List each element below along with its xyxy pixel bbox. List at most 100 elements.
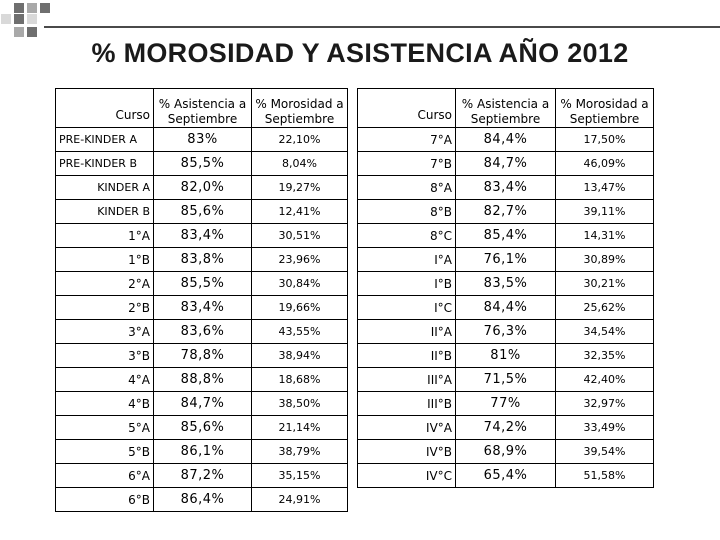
- table-row: 6°B 86,4% 24,91%: [55, 487, 348, 512]
- cell-curso: 5°B: [55, 439, 154, 464]
- cell-asistencia: 82,7%: [455, 199, 556, 224]
- cell-asistencia: 86,4%: [153, 487, 252, 512]
- decor-square: [14, 27, 24, 37]
- cell-morosidad: 43,55%: [251, 319, 348, 344]
- cell-asistencia: 82,0%: [153, 175, 252, 200]
- cell-asistencia: 84,7%: [455, 151, 556, 176]
- cell-asistencia: 84,4%: [455, 127, 556, 152]
- cell-asistencia: 83%: [153, 127, 252, 152]
- decor-square: [14, 3, 24, 13]
- cell-morosidad: 30,84%: [251, 271, 348, 296]
- cell-morosidad: 34,54%: [555, 319, 654, 344]
- cell-morosidad: 46,09%: [555, 151, 654, 176]
- table-row: PRE-KINDER B 85,5% 8,04%: [55, 151, 348, 176]
- cell-curso: 2°B: [55, 295, 154, 320]
- cell-curso: PRE-KINDER B: [55, 151, 154, 176]
- cell-morosidad: 42,40%: [555, 367, 654, 392]
- cell-curso: PRE-KINDER A: [55, 127, 154, 152]
- cell-asistencia: 85,5%: [153, 271, 252, 296]
- decor-square: [27, 27, 37, 37]
- table-row: 4°B 84,7% 38,50%: [55, 391, 348, 416]
- decor-square: [14, 14, 24, 24]
- cell-asistencia: 76,3%: [455, 319, 556, 344]
- cell-asistencia: 76,1%: [455, 247, 556, 272]
- table-row: 7°B 84,7% 46,09%: [357, 151, 654, 176]
- cell-asistencia: 83,4%: [153, 295, 252, 320]
- cell-morosidad: 14,31%: [555, 223, 654, 248]
- cell-morosidad: 51,58%: [555, 463, 654, 488]
- cell-morosidad: 32,35%: [555, 343, 654, 368]
- cell-curso: 3°B: [55, 343, 154, 368]
- table-row: 8°B 82,7% 39,11%: [357, 199, 654, 224]
- table-row: 2°B 83,4% 19,66%: [55, 295, 348, 320]
- cell-morosidad: 30,89%: [555, 247, 654, 272]
- cell-curso: IV°A: [357, 415, 456, 440]
- right-table: Curso % Asistencia a Septiembre % Morosid…: [357, 88, 654, 488]
- cell-asistencia: 77%: [455, 391, 556, 416]
- table-row: KINDER B 85,6% 12,41%: [55, 199, 348, 224]
- table-row: 1°B 83,8% 23,96%: [55, 247, 348, 272]
- cell-asistencia: 85,4%: [455, 223, 556, 248]
- cell-morosidad: 23,96%: [251, 247, 348, 272]
- cell-curso: I°C: [357, 295, 456, 320]
- table-row: IV°B 68,9% 39,54%: [357, 439, 654, 464]
- table-row: 1°A 83,4% 30,51%: [55, 223, 348, 248]
- table-row: 8°A 83,4% 13,47%: [357, 175, 654, 200]
- table-row: KINDER A 82,0% 19,27%: [55, 175, 348, 200]
- cell-morosidad: 19,66%: [251, 295, 348, 320]
- table-row: IV°A 74,2% 33,49%: [357, 415, 654, 440]
- cell-curso: 4°B: [55, 391, 154, 416]
- table-row: 5°A 85,6% 21,14%: [55, 415, 348, 440]
- cell-asistencia: 83,8%: [153, 247, 252, 272]
- cell-morosidad: 35,15%: [251, 463, 348, 488]
- header-rule: [44, 26, 720, 28]
- cell-asistencia: 85,6%: [153, 415, 252, 440]
- cell-morosidad: 39,11%: [555, 199, 654, 224]
- left-table-header: Curso % Asistencia a Septiembre % Morosid…: [55, 88, 348, 128]
- cell-morosidad: 38,50%: [251, 391, 348, 416]
- cell-morosidad: 19,27%: [251, 175, 348, 200]
- table-row: 2°A 85,5% 30,84%: [55, 271, 348, 296]
- table-row: 3°A 83,6% 43,55%: [55, 319, 348, 344]
- cell-asistencia: 88,8%: [153, 367, 252, 392]
- cell-curso: 5°A: [55, 415, 154, 440]
- decor-square: [27, 3, 37, 13]
- table-row: 3°B 78,8% 38,94%: [55, 343, 348, 368]
- cell-curso: 8°C: [357, 223, 456, 248]
- table-row: I°C 84,4% 25,62%: [357, 295, 654, 320]
- cell-morosidad: 24,91%: [251, 487, 348, 512]
- cell-curso: III°A: [357, 367, 456, 392]
- cell-asistencia: 71,5%: [455, 367, 556, 392]
- cell-curso: I°B: [357, 271, 456, 296]
- table-row: II°B 81% 32,35%: [357, 343, 654, 368]
- cell-asistencia: 87,2%: [153, 463, 252, 488]
- cell-morosidad: 8,04%: [251, 151, 348, 176]
- decor-square: [27, 14, 37, 24]
- cell-asistencia: 86,1%: [153, 439, 252, 464]
- cell-curso: 6°B: [55, 487, 154, 512]
- header-asistencia: % Asistencia a Septiembre: [153, 88, 252, 128]
- cell-morosidad: 22,10%: [251, 127, 348, 152]
- cell-morosidad: 18,68%: [251, 367, 348, 392]
- cell-curso: 6°A: [55, 463, 154, 488]
- header-curso: Curso: [357, 88, 456, 128]
- left-table: Curso % Asistencia a Septiembre % Morosid…: [55, 88, 348, 512]
- cell-curso: 4°A: [55, 367, 154, 392]
- header-morosidad: % Morosidad a Septiembre: [251, 88, 348, 128]
- right-table-header: Curso % Asistencia a Septiembre % Morosid…: [357, 88, 654, 128]
- table-row: III°A 71,5% 42,40%: [357, 367, 654, 392]
- cell-morosidad: 12,41%: [251, 199, 348, 224]
- cell-curso: 7°A: [357, 127, 456, 152]
- cell-morosidad: 30,51%: [251, 223, 348, 248]
- cell-curso: IV°C: [357, 463, 456, 488]
- cell-curso: IV°B: [357, 439, 456, 464]
- cell-asistencia: 68,9%: [455, 439, 556, 464]
- header-asistencia: % Asistencia a Septiembre: [455, 88, 556, 128]
- cell-curso: I°A: [357, 247, 456, 272]
- cell-curso: 1°A: [55, 223, 154, 248]
- decor-square: [40, 3, 50, 13]
- table-row: 4°A 88,8% 18,68%: [55, 367, 348, 392]
- cell-asistencia: 78,8%: [153, 343, 252, 368]
- table-row: I°A 76,1% 30,89%: [357, 247, 654, 272]
- table-row: 5°B 86,1% 38,79%: [55, 439, 348, 464]
